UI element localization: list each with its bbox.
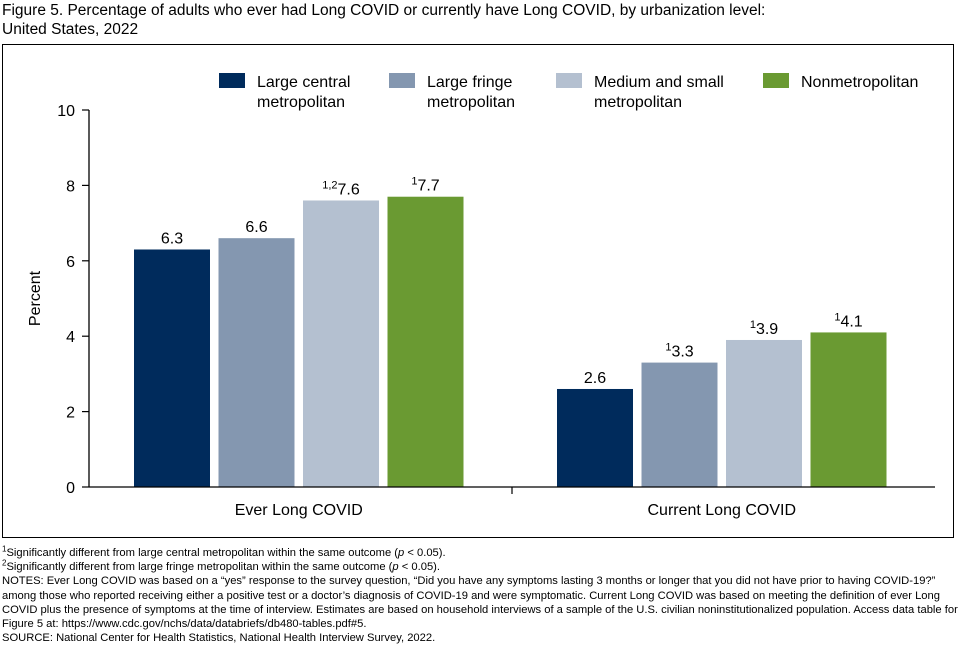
data-label: 6.6 bbox=[245, 219, 267, 236]
legend-label: metropolitan bbox=[257, 94, 345, 111]
bar-2-1 bbox=[218, 238, 295, 487]
y-tick-label: 0 bbox=[66, 480, 75, 497]
legend-label: metropolitan bbox=[594, 94, 682, 111]
figure-title: Figure 5. Percentage of adults who ever … bbox=[2, 1, 952, 39]
y-tick-label: 4 bbox=[66, 329, 75, 346]
significance-marker: 1,2 bbox=[322, 179, 337, 191]
footnote-2: 2Significantly different from large frin… bbox=[2, 558, 958, 574]
legend: Large central metropolitan Large fringe met… bbox=[219, 73, 918, 111]
footnote-1: 1Significantly different from large cent… bbox=[2, 544, 958, 560]
legend-label: Large central bbox=[257, 74, 350, 91]
footnote-2-text-a: Significantly different from large fring… bbox=[6, 561, 393, 574]
significance-marker: 1 bbox=[665, 342, 671, 354]
data-label: 13.9 bbox=[750, 319, 778, 338]
footnote-1-p: p bbox=[398, 547, 405, 559]
legend-label: Medium and small bbox=[594, 74, 724, 91]
footnote-1-text-a: Significantly different from large centr… bbox=[6, 547, 398, 559]
significance-marker: 1 bbox=[834, 311, 840, 323]
figure-title-line-1: Figure 5. Percentage of adults who ever … bbox=[2, 2, 766, 19]
bar-3-2 bbox=[726, 339, 802, 487]
y-tick-label: 8 bbox=[66, 178, 75, 195]
bar-1-1 bbox=[134, 249, 210, 487]
footnote-2-text-b: < 0.05). bbox=[398, 561, 440, 574]
y-tick-label: 6 bbox=[66, 254, 75, 271]
bar-chart: Large central metropolitan Large fringe met… bbox=[27, 73, 935, 519]
legend-label: Nonmetropolitan bbox=[801, 74, 918, 91]
legend-swatch bbox=[389, 73, 415, 88]
data-value: 3.3 bbox=[671, 344, 693, 361]
y-axis-label: Percent bbox=[27, 270, 44, 326]
footnote-2-marker: 2 bbox=[2, 558, 7, 568]
bar-1-2 bbox=[557, 388, 633, 487]
data-label: 6.3 bbox=[161, 230, 183, 247]
significance-marker: 1 bbox=[411, 176, 417, 188]
y-tick-label: 2 bbox=[66, 405, 75, 422]
data-value: 7.6 bbox=[338, 181, 360, 198]
footnote-1-marker: 1 bbox=[2, 544, 7, 554]
category-label: Ever Long COVID bbox=[235, 502, 363, 519]
category-label: Current Long COVID bbox=[647, 502, 796, 519]
bar-4-1 bbox=[387, 196, 464, 487]
data-value: 3.9 bbox=[756, 321, 778, 338]
bar-2-2 bbox=[641, 362, 718, 487]
legend-swatch bbox=[219, 73, 245, 88]
legend-label: metropolitan bbox=[427, 94, 515, 111]
chart-frame: Large central metropolitan Large fringe met… bbox=[2, 44, 954, 538]
x-axis: Ever Long COVID Current Long COVID bbox=[89, 486, 935, 519]
data-value: 7.7 bbox=[417, 178, 439, 195]
footnote-1-text-b: < 0.05). bbox=[404, 547, 446, 559]
data-value: 4.1 bbox=[840, 313, 862, 330]
legend-swatch bbox=[763, 73, 789, 88]
figure-title-line-2: United States, 2022 bbox=[2, 21, 139, 38]
footnotes: 1Significantly different from large cent… bbox=[2, 544, 958, 645]
footnote-2-p: p bbox=[392, 561, 399, 574]
bar-3-1 bbox=[303, 200, 379, 488]
y-axis: 0 2 4 6 8 10 Percent bbox=[27, 103, 90, 497]
data-label: 17.7 bbox=[411, 176, 439, 195]
source-text: SOURCE: National Center for Health Stati… bbox=[2, 632, 436, 645]
y-tick-label: 10 bbox=[57, 103, 75, 120]
bar-4-2 bbox=[810, 332, 887, 487]
data-label: 1,27.6 bbox=[322, 179, 360, 198]
notes-text: NOTES: Ever Long COVID was based on a “y… bbox=[2, 575, 958, 631]
data-label: 2.6 bbox=[584, 370, 606, 387]
significance-marker: 1 bbox=[750, 319, 756, 331]
bars: 6.36.61,27.6 17.72.613.313.914.1 bbox=[134, 176, 887, 488]
legend-label: Large fringe bbox=[427, 74, 512, 91]
data-label: 13.3 bbox=[665, 342, 693, 361]
data-label: 14.1 bbox=[834, 311, 862, 330]
legend-swatch bbox=[556, 73, 582, 88]
